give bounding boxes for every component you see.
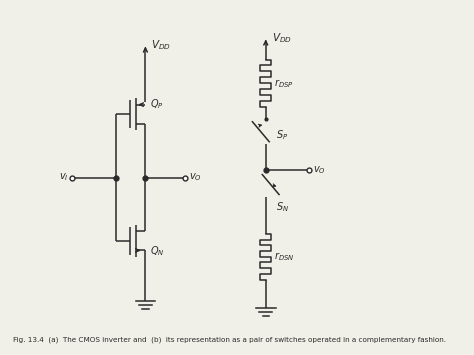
Text: $V_{DD}$: $V_{DD}$: [272, 32, 292, 45]
Text: $Q_P$: $Q_P$: [150, 97, 164, 110]
Text: $S_P$: $S_P$: [275, 129, 288, 142]
Text: $v_O$: $v_O$: [313, 165, 326, 176]
Text: $v_O$: $v_O$: [189, 171, 201, 184]
Text: Fig. 13.4  (a)  The CMOS inverter and  (b)  its representation as a pair of swit: Fig. 13.4 (a) The CMOS inverter and (b) …: [13, 337, 446, 343]
Text: $V_{DD}$: $V_{DD}$: [151, 38, 171, 52]
Text: $r_{DSP}$: $r_{DSP}$: [274, 77, 294, 90]
Text: $v_I$: $v_I$: [59, 171, 68, 184]
Text: $Q_N$: $Q_N$: [150, 245, 164, 258]
Text: $S_N$: $S_N$: [275, 201, 289, 214]
Text: $r_{DSN}$: $r_{DSN}$: [274, 250, 295, 263]
